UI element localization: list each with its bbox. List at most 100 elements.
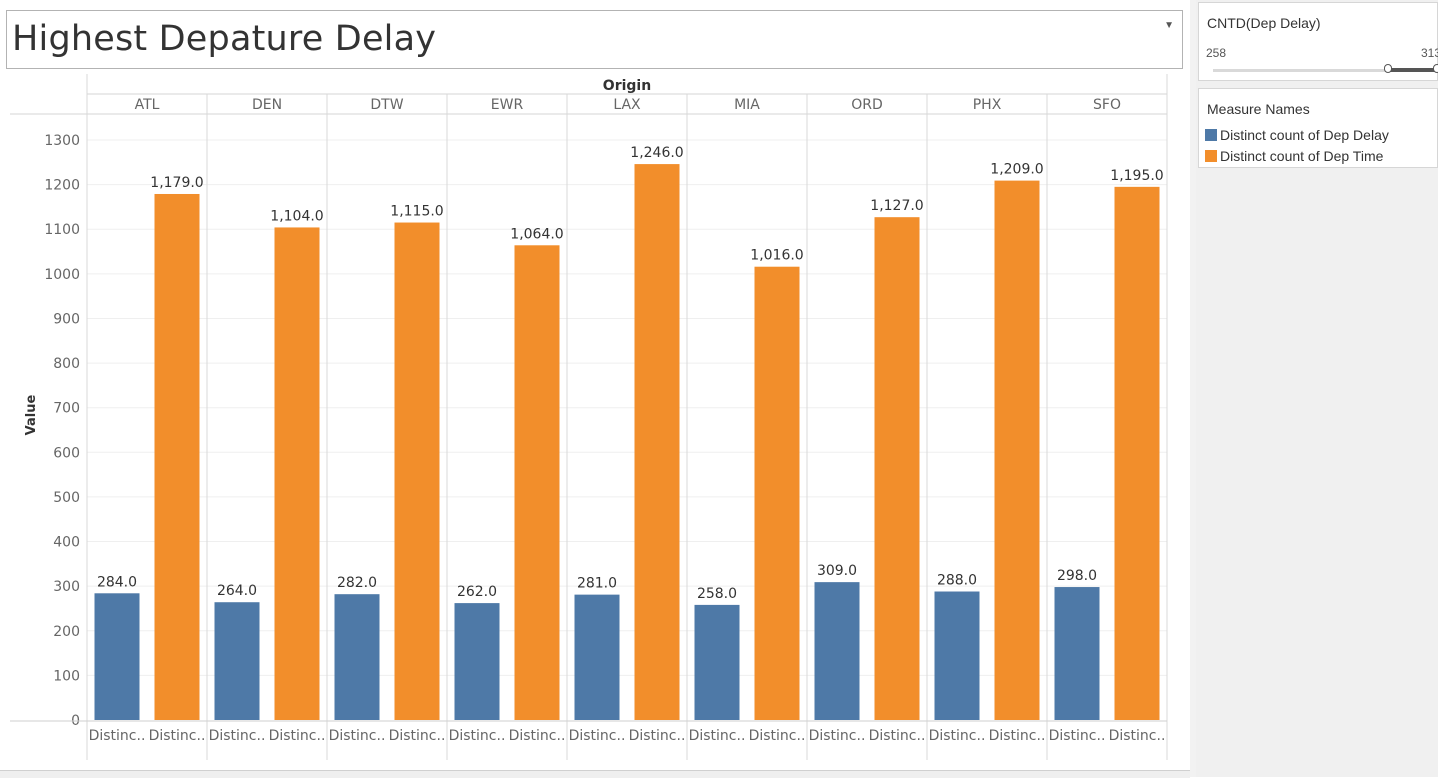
bar	[454, 603, 500, 720]
y-tick-label: 300	[53, 579, 80, 595]
category-label: ORD	[851, 97, 883, 113]
bar-value-label: 1,209.0	[990, 162, 1043, 178]
bar-axis-label: Distinc..	[629, 728, 686, 744]
y-axis-label: Value	[24, 394, 39, 435]
bar-axis-label: Distinc..	[329, 728, 386, 744]
category-label: EWR	[491, 97, 524, 113]
bar	[334, 594, 380, 720]
y-tick-label: 600	[53, 445, 80, 461]
legend-swatch	[1205, 129, 1217, 141]
column-header-title: Origin	[603, 78, 651, 94]
bar-axis-label: Distinc..	[209, 728, 266, 744]
legend-label: Distinct count of Dep Delay	[1220, 127, 1389, 143]
bar-value-label: 1,195.0	[1110, 168, 1163, 184]
y-tick-label: 400	[53, 535, 80, 551]
bar-axis-label: Distinc..	[749, 728, 806, 744]
filter-max-value: 313	[1420, 46, 1438, 60]
bar-axis-label: Distinc..	[269, 728, 326, 744]
bar-axis-label: Distinc..	[869, 728, 926, 744]
bar-value-label: 1,127.0	[870, 198, 923, 214]
bar-value-label: 262.0	[457, 584, 497, 600]
bar	[574, 594, 620, 720]
bar-axis-label: Distinc..	[449, 728, 506, 744]
title-menu-icon[interactable]: ▼	[1164, 20, 1174, 31]
title-box: Highest Depature Delay ▼	[6, 10, 1183, 69]
bottom-border	[0, 770, 1190, 778]
bar	[154, 193, 200, 720]
filter-card: CNTD(Dep Delay) 258 313	[1198, 2, 1438, 81]
filter-min-value: 258	[1206, 46, 1227, 60]
bar-value-label: 309.0	[817, 563, 857, 579]
category-label: ATL	[135, 97, 160, 113]
bar-value-label: 1,179.0	[150, 175, 203, 191]
bar-axis-label: Distinc..	[989, 728, 1046, 744]
category-label: PHX	[973, 97, 1002, 113]
bar-value-label: 288.0	[937, 573, 977, 589]
bar-value-label: 281.0	[577, 576, 617, 592]
range-slider-max-handle[interactable]	[1433, 64, 1438, 73]
bar	[994, 180, 1040, 721]
legend-swatch	[1205, 150, 1217, 162]
legend-item-dep-delay[interactable]: Distinct count of Dep Delay	[1205, 127, 1389, 143]
legend-card: Measure Names Distinct count of Dep Dela…	[1198, 88, 1438, 168]
y-tick-label: 200	[53, 624, 80, 640]
legend-label: Distinct count of Dep Time	[1220, 148, 1384, 164]
range-slider-min-handle[interactable]	[1384, 64, 1392, 73]
bar-value-label: 264.0	[217, 583, 257, 599]
bar-value-label: 298.0	[1057, 568, 1097, 584]
bar-axis-label: Distinc..	[1049, 728, 1106, 744]
bar-chart: Origin0100200300400500600700800900100011…	[10, 74, 1168, 760]
y-tick-label: 1000	[44, 267, 80, 283]
y-tick-label: 900	[53, 311, 80, 327]
bar-value-label: 284.0	[97, 574, 137, 590]
y-tick-label: 1200	[44, 178, 80, 194]
bar	[934, 591, 980, 720]
bar-value-label: 1,064.0	[510, 226, 563, 242]
bar	[1054, 587, 1100, 720]
legend-item-dep-time[interactable]: Distinct count of Dep Time	[1205, 148, 1383, 164]
page-title: Highest Depature Delay	[12, 19, 437, 59]
bar-value-label: 1,246.0	[630, 145, 683, 161]
legend-title: Measure Names	[1207, 101, 1310, 117]
range-slider-selection	[1389, 68, 1438, 72]
bar	[94, 593, 140, 720]
bar	[394, 222, 440, 721]
y-tick-label: 700	[53, 401, 80, 417]
bar	[874, 217, 920, 720]
y-tick-label: 100	[53, 668, 80, 684]
bar-axis-label: Distinc..	[509, 728, 566, 744]
bar-axis-label: Distinc..	[389, 728, 446, 744]
category-label: DTW	[370, 97, 403, 113]
bar-axis-label: Distinc..	[569, 728, 626, 744]
category-label: SFO	[1093, 97, 1121, 113]
bar-axis-label: Distinc..	[149, 728, 206, 744]
bar-axis-label: Distinc..	[1109, 728, 1166, 744]
range-slider-track[interactable]	[1213, 69, 1438, 72]
bar-value-label: 282.0	[337, 575, 377, 591]
y-tick-label: 1300	[44, 133, 80, 149]
bar-value-label: 1,115.0	[390, 204, 443, 220]
bar-value-label: 258.0	[697, 586, 737, 602]
y-tick-label: 800	[53, 356, 80, 372]
bar	[634, 164, 680, 721]
bar-axis-label: Distinc..	[689, 728, 746, 744]
panel-divider	[1190, 0, 1196, 777]
bar	[814, 582, 860, 720]
y-tick-label: 500	[53, 490, 80, 506]
bar-axis-label: Distinc..	[89, 728, 146, 744]
bar	[1114, 186, 1160, 720]
bar	[274, 227, 320, 720]
bar-value-label: 1,104.0	[270, 208, 323, 224]
y-tick-label: 1100	[44, 222, 80, 238]
category-label: DEN	[252, 97, 282, 113]
category-label: MIA	[734, 97, 760, 113]
category-label: LAX	[613, 97, 641, 113]
right-panel: CNTD(Dep Delay) 258 313 Measure Names Di…	[1196, 0, 1438, 777]
bar	[694, 604, 740, 720]
bar	[214, 602, 260, 720]
filter-title: CNTD(Dep Delay)	[1207, 15, 1321, 31]
bar-value-label: 1,016.0	[750, 248, 803, 264]
bar-axis-label: Distinc..	[929, 728, 986, 744]
bar	[514, 245, 560, 721]
bar-axis-label: Distinc..	[809, 728, 866, 744]
